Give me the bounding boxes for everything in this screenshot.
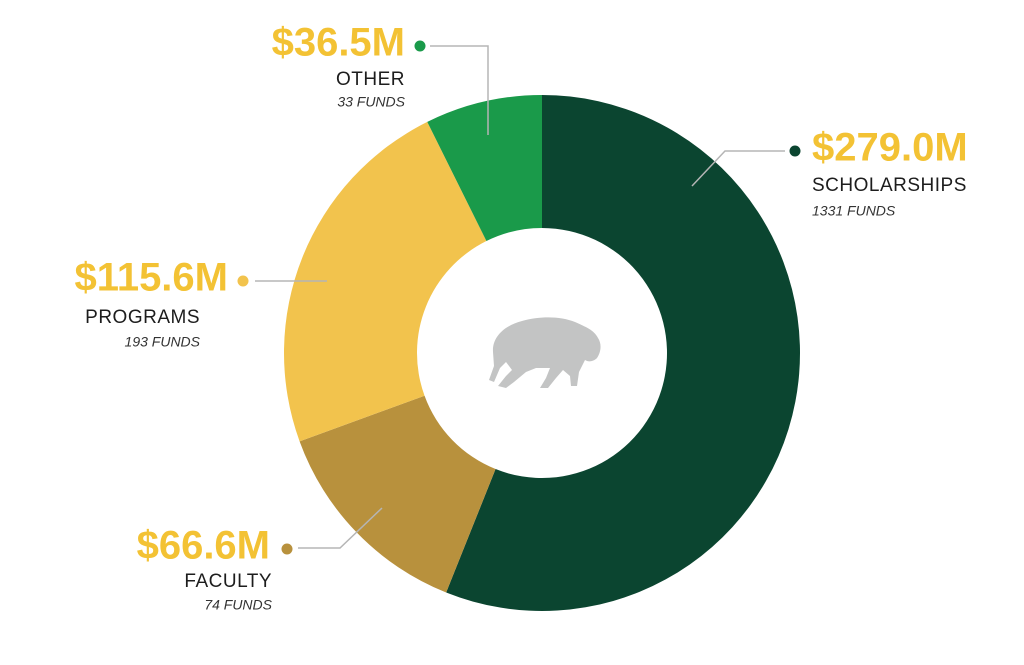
bison-icon bbox=[489, 317, 601, 388]
fund-count: 33 FUNDS bbox=[337, 94, 405, 110]
category-label: SCHOLARSHIPS bbox=[812, 175, 967, 196]
legend-dot bbox=[414, 40, 426, 52]
value-label: $279.0M bbox=[812, 126, 968, 170]
donut-slice bbox=[284, 121, 487, 442]
category-label: PROGRAMS bbox=[85, 307, 200, 328]
leaders bbox=[255, 45, 785, 549]
leader-line bbox=[691, 150, 785, 187]
value-label: $66.6M bbox=[137, 524, 270, 568]
value-label: $115.6M bbox=[75, 256, 228, 300]
donut-slice bbox=[446, 95, 801, 611]
value-label: $36.5M bbox=[272, 21, 405, 65]
legend-dot bbox=[237, 275, 249, 287]
legend-dot bbox=[281, 543, 293, 555]
fund-count: 1331 FUNDS bbox=[812, 203, 896, 219]
leader-line bbox=[298, 507, 383, 549]
slices bbox=[284, 95, 801, 611]
fund-count: 193 FUNDS bbox=[125, 334, 201, 350]
fund-count: 74 FUNDS bbox=[204, 597, 272, 613]
category-label: OTHER bbox=[336, 69, 405, 90]
legend-dot bbox=[789, 145, 801, 157]
donut-slice bbox=[299, 395, 496, 593]
labels: $279.0M SCHOLARSHIPS 1331 FUNDS $66.6M FACUL… bbox=[75, 21, 968, 613]
donut-slice bbox=[427, 95, 542, 242]
bison-logo bbox=[489, 317, 601, 388]
category-label: FACULTY bbox=[184, 571, 272, 592]
leader-line bbox=[430, 45, 489, 135]
